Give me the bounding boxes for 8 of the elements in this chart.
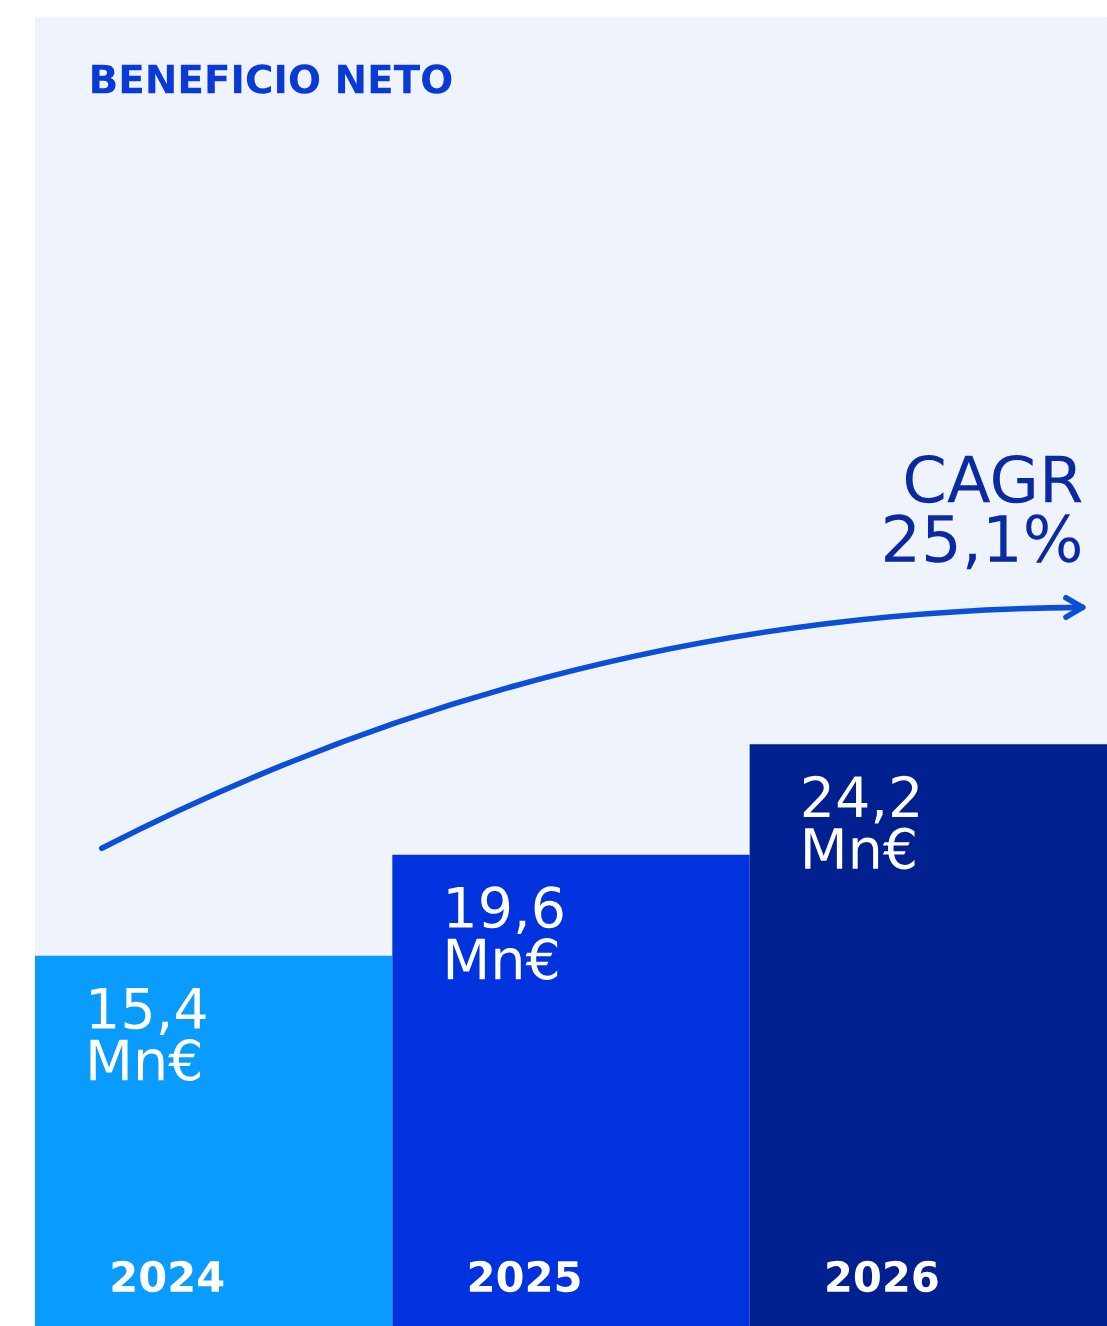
chart-title: BENEFICIO NETO [92, 64, 452, 94]
data-label: 24,2 Mn€ [803, 775, 918, 870]
x-tick-label: 2025 [469, 1260, 580, 1293]
x-tick-label: 2026 [827, 1260, 938, 1293]
data-label: 15,4 Mn€ [90, 988, 206, 1081]
text: CAGR 25,1% [885, 454, 1082, 570]
x-tick-label: 2024 [112, 1260, 224, 1293]
data-label: 19,6 Mn€ [447, 886, 563, 981]
